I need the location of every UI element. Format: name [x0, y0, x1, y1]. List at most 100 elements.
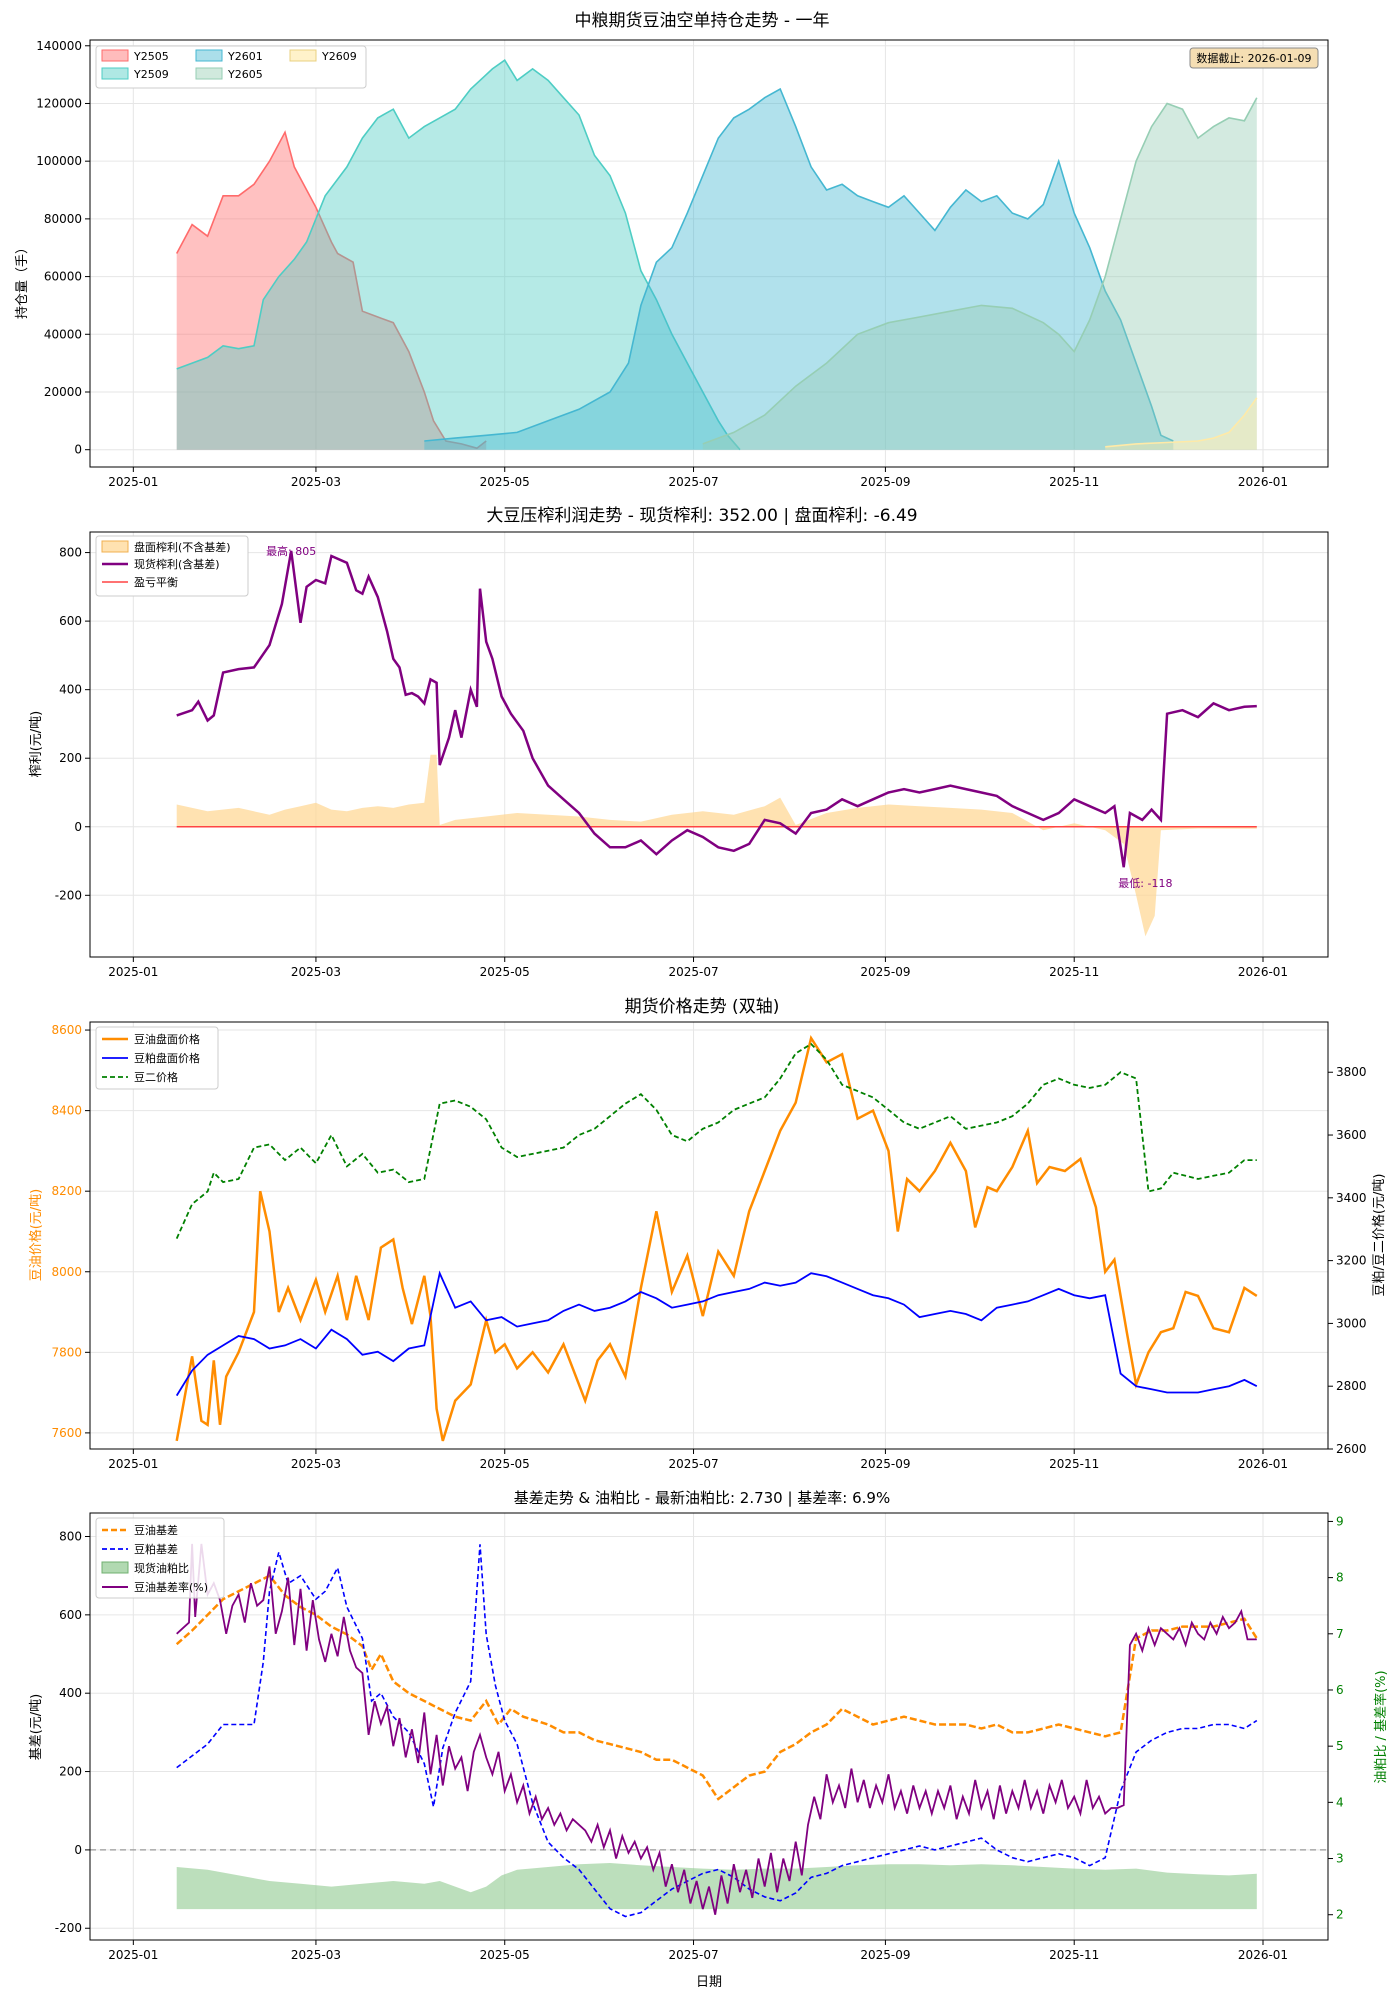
x-tick-label: 2025-03: [291, 1457, 341, 1471]
line-oil-basis: [175, 1574, 1258, 1801]
line-spot-crush: [176, 550, 1257, 868]
area-oil-meal-ratio: [176, 1863, 1257, 1910]
x-tick-label: 2025-03: [291, 1948, 341, 1962]
y-tick-label: 40000: [44, 327, 82, 341]
panel-prices-axes: 2025-01 2025-03 2025-05 2025-07 2025-09 2025-…: [51, 1023, 1366, 1471]
panel-positions-ylabel: 持仓量（手）: [15, 241, 30, 319]
x-tick-label: 2026-01: [1238, 1948, 1288, 1962]
y-tick-label: 8600: [51, 1023, 82, 1037]
y-tick-label: 0: [74, 443, 82, 457]
y-tick-label: 0: [74, 1843, 82, 1857]
panel-positions-title: 中粮期货豆油空单持仓走势 - 一年: [575, 11, 830, 31]
x-tick-label: 2025-11: [1049, 965, 1099, 979]
panel-prices-ylabel-right: 豆粕/豆二价格(元/吨): [1371, 1174, 1387, 1297]
panel-crush-title: 大豆压榨利润走势 - 现货榨利: 352.00 | 盘面榨利: -6.49: [486, 506, 917, 526]
line-meal-basis: [176, 1544, 1258, 1918]
line-bean2-price: [175, 1042, 1257, 1239]
legend-bean2-price: 豆二价格: [134, 1070, 178, 1084]
x-tick-label: 2025-01: [108, 1948, 158, 1962]
area-y2505: [176, 132, 487, 450]
panel-crush-plot: [176, 550, 1257, 937]
panel-crush-grid: [90, 532, 1328, 957]
legend-y2605: Y2605: [227, 68, 263, 81]
panel-prices-grid: [90, 1022, 1328, 1449]
y-tick-label: 600: [59, 614, 82, 628]
legend-oil-price: 豆油盘面价格: [134, 1032, 200, 1046]
y2-tick-label: 3400: [1336, 1191, 1367, 1205]
legend-y2601: Y2601: [227, 50, 263, 63]
legend-spot-crush: 现货榨利(含基差): [134, 557, 220, 571]
x-tick-label: 2025-11: [1049, 1948, 1099, 1962]
x-tick-label: 2025-07: [668, 1457, 718, 1471]
y-tick-label: 200: [59, 751, 82, 765]
legend-meal-price: 豆粕盘面价格: [134, 1051, 200, 1065]
panel-positions: 中粮期货豆油空单持仓走势 - 一年 持仓量（手） 2025-01 2025-03 2…: [15, 11, 1329, 489]
y-tick-label: 140000: [36, 39, 82, 53]
y2-tick-label: 3600: [1336, 1128, 1367, 1142]
y-tick-label: 400: [59, 1686, 82, 1700]
panel-positions-frame: [89, 39, 1329, 468]
y2-tick-label: 3000: [1336, 1316, 1367, 1330]
panel-positions-note-text: 数据截止: 2026-01-09: [1196, 51, 1311, 65]
panel-basis-title: 基差走势 & 油粕比 - 最新油粕比: 2.730 | 基差率: 6.9%: [514, 1489, 890, 1507]
y2-tick-label: 3800: [1336, 1065, 1367, 1079]
x-tick-label: 2025-01: [108, 965, 158, 979]
y2-tick-label: 9: [1336, 1514, 1344, 1528]
x-tick-label: 2025-01: [108, 1457, 158, 1471]
legend-breakeven: 盈亏平衡: [134, 576, 178, 589]
y-tick-label: 8400: [51, 1104, 82, 1118]
x-tick-label: 2025-05: [480, 475, 530, 489]
area-y2605: [702, 97, 1257, 450]
y2-tick-label: 3: [1336, 1852, 1344, 1866]
panel-prices-legend: 豆油盘面价格 豆粕盘面价格 豆二价格: [95, 1026, 219, 1090]
area-board-crush: [176, 754, 1257, 937]
x-tick-label: 2025-01: [108, 475, 158, 489]
y2-tick-label: 8: [1336, 1571, 1344, 1585]
line-oil-basis-rate: [176, 1543, 1257, 1915]
y-tick-label: 200: [59, 1765, 82, 1779]
area-y2509: [176, 60, 740, 450]
panel-basis-legend: 豆油基差 豆粕基差 现货油粕比 豆油基差率(%): [95, 1517, 225, 1599]
panel-crush-frame: [89, 531, 1329, 958]
y2-tick-label: 2: [1336, 1908, 1344, 1922]
crush-max-annotation: 最高: 805: [266, 544, 316, 558]
area-y2601: [424, 89, 1174, 450]
y-tick-label: 800: [59, 1530, 82, 1544]
y-tick-label: 400: [59, 683, 82, 697]
x-tick-label: 2025-05: [480, 965, 530, 979]
panel-crush: 大豆压榨利润走势 - 现货榨利: 352.00 | 盘面榨利: -6.49 榨利…: [28, 506, 1329, 979]
y-tick-label: -200: [55, 1921, 82, 1935]
panel-crush-legend: 盘面榨利(不含基差) 现货榨利(含基差) 盈亏平衡: [95, 535, 249, 597]
y2-tick-label: 6: [1336, 1683, 1344, 1697]
x-tick-label: 2026-01: [1238, 475, 1288, 489]
panel-crush-axes: 2025-01 2025-03 2025-05 2025-07 2025-09 2025-…: [55, 546, 1288, 979]
y2-tick-label: 7: [1336, 1627, 1344, 1641]
x-tick-label: 2025-09: [860, 1948, 910, 1962]
y2-tick-label: 4: [1336, 1795, 1344, 1809]
panel-prices-ylabel-left: 豆油价格(元/吨): [28, 1189, 44, 1282]
x-tick-label: 2025-03: [291, 965, 341, 979]
y-tick-label: 0: [74, 820, 82, 834]
y-tick-label: 120000: [36, 96, 82, 110]
legend-board-crush: 盘面榨利(不含基差): [134, 540, 231, 554]
legend-meal-basis: 豆粕基差: [134, 1542, 178, 1556]
y-tick-label: 80000: [44, 212, 82, 226]
panel-prices: 期货价格走势 (双轴) 豆油价格(元/吨) 豆粕/豆二价格(元/吨) 2025-…: [28, 997, 1387, 1471]
crush-min-annotation: 最低: -118: [1118, 877, 1172, 890]
panel-basis-ylabel-right: 油粕比 / 基差率(%): [1373, 1670, 1389, 1783]
legend-y2509: Y2509: [133, 68, 169, 81]
panel-positions-plot: [175, 59, 1258, 451]
line-meal-price: [175, 1270, 1258, 1397]
y-tick-label: 20000: [44, 385, 82, 399]
y-tick-label: 60000: [44, 270, 82, 284]
x-tick-label: 2025-09: [860, 1457, 910, 1471]
y2-tick-label: 2800: [1336, 1379, 1367, 1393]
x-tick-label: 2025-07: [668, 1948, 718, 1962]
panel-positions-note: 数据截止: 2026-01-09: [1189, 47, 1319, 69]
x-tick-label: 2025-07: [668, 475, 718, 489]
line-y2509: [176, 59, 741, 451]
y-tick-label: 7800: [51, 1345, 82, 1359]
x-tick-label: 2026-01: [1238, 965, 1288, 979]
panel-basis-ylabel-left: 基差(元/吨): [29, 1694, 44, 1761]
